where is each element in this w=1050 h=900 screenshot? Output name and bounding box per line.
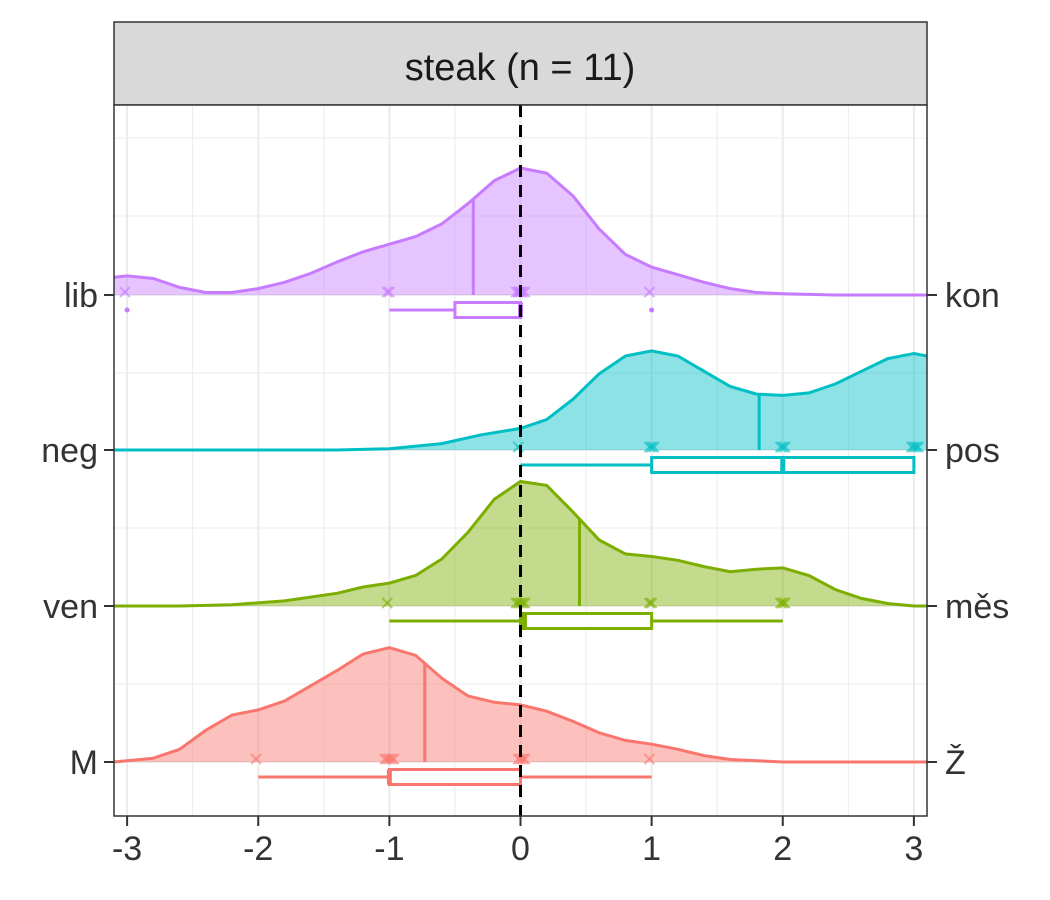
x-tick-label: 2 (773, 830, 792, 868)
rain-point-neg (910, 441, 922, 453)
rain-point-stroke-b (119, 286, 131, 298)
rain-point-ven (777, 597, 789, 609)
rain-point-stroke-b (774, 441, 787, 453)
rain-point-M (250, 753, 262, 765)
rain-point-lib (119, 286, 131, 298)
rain-point-M (643, 753, 656, 765)
y-tick-label-left: M (70, 744, 98, 782)
box-M (387, 768, 522, 786)
rain-point-neg (908, 441, 920, 453)
rain-point-stroke-b (643, 597, 656, 609)
box-lib (453, 301, 522, 319)
x-tick-label: 3 (904, 830, 923, 868)
y-tick-label-right: Ž (945, 744, 966, 782)
rain-point-neg (648, 441, 660, 453)
rain-point-M (514, 753, 527, 765)
rain-point-stroke-b (774, 597, 787, 609)
density-curve-ven (114, 479, 927, 608)
y-tick-label-right: kon (945, 277, 1000, 315)
rain-point-stroke-b (777, 597, 789, 609)
rain-point-stroke-b (908, 441, 920, 453)
rain-point-stroke-b (388, 753, 400, 765)
rain-point-stroke-b (516, 753, 529, 765)
axes: lib kon neg pos ven měs M Ž -3 -2 -1 0 1 2 3 (41, 277, 1009, 868)
rain-point-stroke-b (910, 441, 922, 453)
x-tick-label: 1 (642, 830, 661, 868)
rain-point-lib (381, 286, 393, 298)
rain-point-stroke-b (510, 597, 522, 609)
rain-point-stroke-b (645, 597, 658, 609)
rain-point-M (379, 753, 391, 765)
rain-point-stroke-b (643, 286, 656, 298)
rain-point-neg (774, 441, 787, 453)
rain-point-neg (777, 441, 789, 453)
density-area-neg (114, 350, 927, 450)
rain-point-stroke-b (519, 753, 531, 765)
rain-point-lib (643, 286, 656, 298)
rain-point-lib (383, 286, 396, 298)
x-tick-label: 0 (511, 830, 530, 868)
outlier-lib (124, 307, 130, 313)
rain-point-stroke-b (643, 753, 656, 765)
rain-point-stroke-b (512, 441, 525, 453)
density-area-ven (114, 481, 927, 606)
density-area-M (114, 647, 927, 762)
rain-point-neg (779, 441, 791, 453)
rain-point-neg (643, 441, 656, 453)
density-curve-M (113, 646, 927, 764)
rain-point-ven (645, 597, 658, 609)
rain-point-ven (514, 597, 527, 609)
rain-point-ven (643, 597, 656, 609)
facet-strip: steak (n = 11) (113, 21, 928, 106)
rain-point-ven (381, 597, 393, 609)
rain-point-stroke-b (514, 753, 527, 765)
rain-point-stroke-b (777, 441, 789, 453)
density-curve-neg (114, 349, 928, 452)
facet-title: steak (n = 11) (405, 47, 636, 89)
rain-point-stroke-b (514, 597, 527, 609)
x-tick-label: -3 (112, 830, 142, 868)
rain-point-ven (779, 597, 791, 609)
y-tick-label-left: ven (43, 588, 98, 626)
rain-point-stroke-b (779, 597, 791, 609)
plot-panel (113, 104, 928, 817)
rain-point-neg (645, 441, 658, 453)
rain-point-neg (912, 441, 924, 453)
rain-point-stroke-b (643, 441, 656, 453)
y-tick-label-left: neg (41, 432, 98, 470)
rain-point-stroke-b (383, 753, 396, 765)
density-curve-lib (113, 166, 927, 297)
rain-point-stroke-b (779, 441, 791, 453)
rain-point-stroke-b (379, 753, 391, 765)
rain-points (119, 286, 924, 765)
outlier-lib (649, 307, 655, 313)
boxplots (124, 301, 916, 786)
rain-point-M (388, 753, 400, 765)
rain-point-ven (774, 597, 787, 609)
rain-point-stroke-b (648, 441, 660, 453)
rain-point-stroke-b (383, 286, 396, 298)
rain-point-stroke-b (645, 441, 658, 453)
y-tick-label-right: pos (945, 432, 1000, 470)
rain-point-stroke-b (250, 753, 262, 765)
y-tick-label-left: lib (64, 277, 98, 315)
x-tick-label: -1 (374, 830, 404, 868)
box-ven (519, 612, 654, 630)
rain-point-stroke-b (381, 597, 393, 609)
facet-strip-background (113, 21, 928, 106)
rain-point-stroke-b (381, 286, 393, 298)
rain-point-stroke-b (912, 441, 924, 453)
rain-point-M (383, 753, 396, 765)
x-tick-label: -2 (243, 830, 273, 868)
y-tick-label-right: měs (945, 588, 1009, 626)
